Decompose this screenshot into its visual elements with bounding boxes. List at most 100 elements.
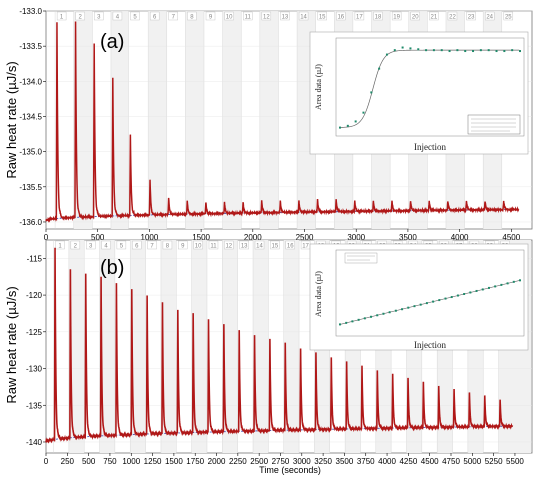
inset-point	[409, 47, 412, 50]
injection-label-box	[261, 11, 272, 21]
injection-label-box	[447, 11, 458, 21]
injection-label-box	[285, 240, 295, 250]
injection-band	[73, 11, 93, 229]
injection-band	[191, 240, 207, 453]
injection-label: 16	[337, 15, 344, 21]
injection-label: 2	[79, 15, 83, 21]
inset-point	[393, 49, 396, 52]
x-tick-label: 500	[91, 233, 105, 242]
inset-point	[401, 46, 404, 49]
injection-label: 20	[412, 15, 419, 21]
inset-point	[357, 318, 360, 321]
injection-label-box	[162, 240, 173, 250]
inset-point	[519, 50, 521, 53]
inset-point	[388, 311, 391, 314]
inset-point	[339, 323, 341, 326]
injection-label: 19	[393, 15, 400, 21]
x-tick-label: 4000	[378, 457, 396, 466]
injection-label: 6	[135, 244, 139, 250]
injection-label-box	[112, 11, 123, 21]
injection-label: 3	[89, 244, 93, 250]
inset-point	[419, 303, 422, 306]
inset-point	[339, 126, 341, 129]
injection-label: 11	[245, 15, 252, 21]
x-tick-label: 2500	[296, 233, 314, 242]
inset-point	[401, 308, 404, 311]
panel-b-inset-plot-area	[335, 249, 525, 337]
panel-a-trace	[45, 21, 520, 223]
injection-label: 5	[133, 15, 137, 21]
panel-b-inset-legend	[344, 252, 378, 264]
injection-label: 25	[505, 15, 512, 21]
injection-label-box	[187, 11, 197, 21]
x-tick-label: 3500	[399, 233, 417, 242]
inset-point	[345, 321, 348, 324]
x-tick-label: 2500	[250, 457, 268, 466]
x-tick-label: 5000	[463, 457, 481, 466]
injection-label-box	[56, 11, 67, 21]
injection-band	[222, 240, 238, 453]
x-tick-label: 5500	[506, 457, 524, 466]
x-tick-label: 1500	[192, 233, 210, 242]
inset-point	[394, 309, 397, 312]
inset-point	[363, 317, 366, 320]
inset-point	[472, 50, 475, 53]
inset-point	[425, 49, 428, 52]
injection-label: 9	[209, 15, 213, 21]
injection-label-box	[132, 240, 142, 250]
injection-label: 17	[302, 244, 309, 250]
injection-label: 18	[375, 15, 382, 21]
inset-point	[370, 91, 373, 94]
inset-point	[463, 293, 466, 295]
injection-label: 8	[166, 244, 170, 250]
inset-point	[438, 299, 441, 302]
inset-point	[456, 49, 459, 52]
injection-label: 21	[431, 15, 438, 21]
x-tick-label: 3500	[336, 457, 354, 466]
injection-band	[68, 240, 85, 453]
injection-label: 12	[225, 244, 232, 250]
inset-point	[432, 49, 435, 52]
y-tick-label: -136.0	[19, 218, 42, 227]
x-tick-label: 5250	[485, 457, 503, 466]
injection-label-box	[429, 11, 439, 21]
inset-point	[407, 306, 410, 309]
inset-point	[417, 48, 420, 51]
inset-point	[487, 49, 490, 52]
injection-label-box	[193, 240, 203, 250]
injection-label: 15	[272, 244, 279, 250]
injection-band	[148, 11, 167, 229]
injection-label-box	[130, 11, 140, 21]
x-tick-label: 3750	[357, 457, 375, 466]
x-tick-label: 2000	[244, 233, 262, 242]
x-tick-label: 0	[44, 233, 49, 242]
inset-point	[479, 49, 482, 52]
injection-label: 7	[172, 15, 176, 21]
y-tick-label: -134.0	[19, 77, 42, 86]
injection-label: 24	[486, 15, 493, 21]
inset-point	[481, 288, 484, 291]
injection-label: 7	[150, 244, 154, 250]
x-tick-label: 250	[61, 457, 75, 466]
inset-point	[440, 49, 443, 52]
x-tick-label: 1000	[122, 457, 140, 466]
injection-label-box	[243, 11, 253, 21]
injection-band	[185, 11, 205, 229]
x-tick-label: 2750	[272, 457, 290, 466]
injection-label: 1	[60, 15, 64, 21]
y-tick-label: -125	[26, 328, 43, 337]
inset-point	[456, 294, 459, 297]
injection-band	[130, 240, 146, 453]
inset-point	[346, 124, 349, 127]
inset-point	[500, 283, 503, 286]
panel-b-inset-fit-line	[339, 280, 521, 325]
inset-point	[450, 296, 453, 299]
inset-point	[370, 315, 373, 318]
x-tick-label: 4500	[502, 233, 520, 242]
injection-label: 10	[195, 244, 202, 250]
x-tick-label: 500	[82, 457, 96, 466]
panel-b-letter: (b)	[100, 257, 124, 279]
inset-point	[469, 291, 472, 294]
injection-label-box	[208, 240, 219, 250]
injection-label-box	[224, 11, 234, 21]
